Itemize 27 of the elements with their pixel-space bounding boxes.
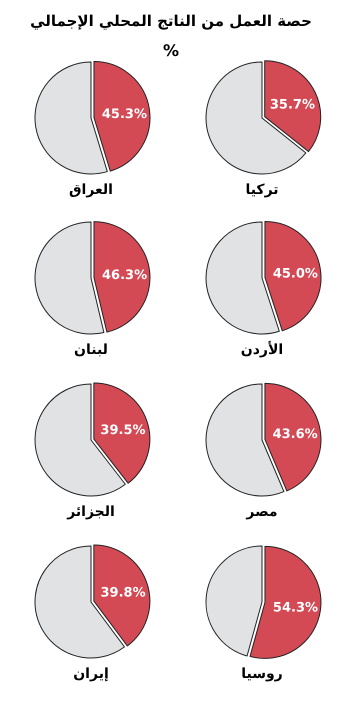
- pie-slice: [34, 222, 104, 334]
- data-label: 45.0%: [272, 266, 318, 282]
- text: الجزائر: [66, 504, 115, 520]
- text: مصر: [245, 504, 278, 520]
- text: تركيا: [245, 182, 279, 198]
- pie-slice: [93, 544, 150, 646]
- pie-slice: [264, 382, 322, 492]
- chart-subtitle: %: [162, 41, 180, 60]
- text: إيران: [73, 666, 109, 682]
- text: لبنان: [74, 342, 108, 358]
- text: الأردن: [240, 340, 284, 358]
- pie-slice: [264, 221, 322, 332]
- pie-slice: [93, 61, 150, 172]
- data-label: 39.5%: [100, 423, 146, 438]
- text: العراق: [69, 182, 113, 198]
- text: روسيا: [241, 666, 283, 682]
- data-label: 35.7%: [270, 97, 315, 112]
- chart-title: حصة العمل من الناتج المحلي الإجمالي: [30, 12, 312, 30]
- data-label: 46.3%: [102, 268, 148, 284]
- data-label: 45.3%: [102, 107, 147, 122]
- data-label: 43.6%: [272, 427, 318, 442]
- pie-slice: [93, 382, 150, 484]
- data-label: 54.3%: [272, 600, 318, 616]
- data-label: 39.8%: [100, 585, 146, 600]
- pie-slice: [250, 546, 322, 659]
- pie-slice: [206, 546, 262, 656]
- pie-slice: [93, 221, 150, 333]
